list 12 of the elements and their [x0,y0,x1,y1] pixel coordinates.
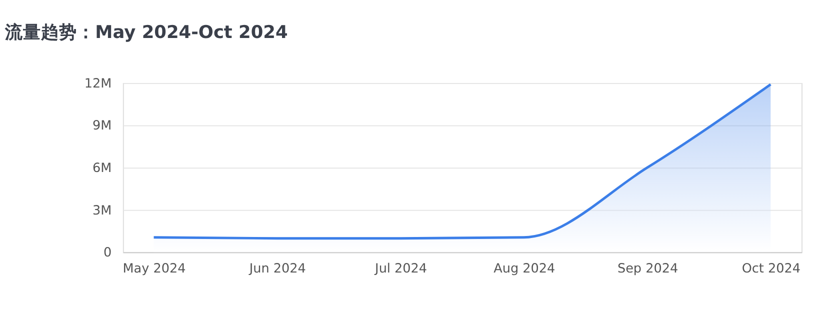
x-tick-label: Oct 2024 [742,261,800,276]
x-tick-label: Sep 2024 [617,261,678,276]
x-tick-label: May 2024 [122,261,186,276]
y-tick-label: 3M [92,203,112,218]
x-tick-label: Aug 2024 [494,261,556,276]
y-tick-label: 9M [92,118,112,134]
x-tick-label: Jul 2024 [374,261,427,276]
y-tick-label: 6M [92,161,112,176]
y-tick-label: 12M [84,76,112,92]
chart-title: 流量趋势：May 2024-Oct 2024 [4,22,288,43]
y-tick-label: 0 [103,246,112,261]
x-tick-label: Jun 2024 [248,261,306,276]
